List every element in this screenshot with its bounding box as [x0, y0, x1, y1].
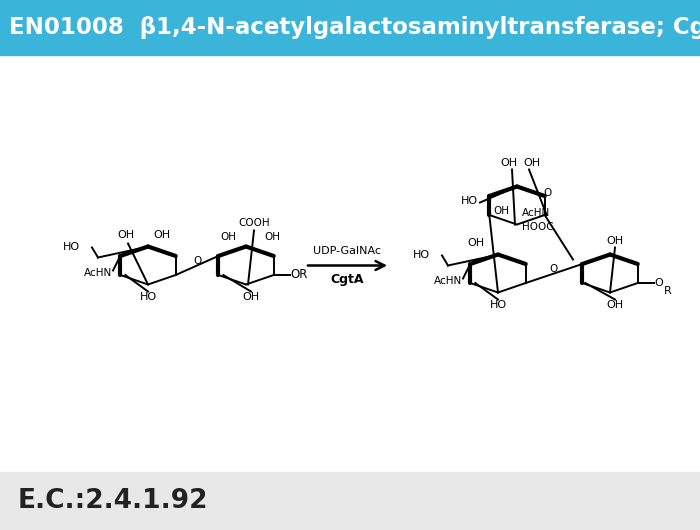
Bar [0, 0, 700, 55]
Text: HO: HO [489, 301, 507, 311]
Text: OH: OH [524, 158, 540, 169]
Text: HO: HO [63, 243, 80, 252]
Text: OH: OH [118, 231, 134, 241]
Text: AcHN: AcHN [84, 269, 112, 278]
Text: OH: OH [606, 236, 624, 246]
Text: HO: HO [413, 251, 430, 261]
Text: OH: OH [153, 231, 170, 241]
Text: O: O [193, 255, 201, 266]
Text: O: O [654, 278, 664, 288]
Text: OH: OH [606, 301, 624, 311]
Text: UDP-GalNAc: UDP-GalNAc [314, 246, 382, 257]
Text: CgtA: CgtA [330, 273, 364, 286]
Text: HOOC: HOOC [522, 223, 554, 233]
Text: OH: OH [500, 158, 517, 169]
Text: R: R [664, 286, 671, 296]
Text: OH: OH [264, 233, 280, 243]
Bar [0, 472, 700, 530]
Text: HO: HO [139, 293, 157, 303]
Text: OH: OH [468, 238, 484, 249]
Text: AcHN: AcHN [434, 277, 462, 287]
Text: HO: HO [461, 196, 477, 206]
Text: EN01008  β1,4-N-acetylgalactosaminyltransferase; CgtA: EN01008 β1,4-N-acetylgalactosaminyltrans… [9, 16, 700, 39]
Text: OH: OH [242, 293, 260, 303]
Text: COOH: COOH [238, 218, 270, 228]
Text: OR: OR [290, 269, 308, 281]
Text: O: O [543, 189, 551, 199]
Text: OH: OH [220, 233, 236, 243]
Text: OH: OH [493, 206, 509, 216]
Text: AcHN: AcHN [522, 208, 550, 218]
Text: E.C.:2.4.1.92: E.C.:2.4.1.92 [18, 488, 209, 514]
Text: O: O [550, 263, 558, 273]
